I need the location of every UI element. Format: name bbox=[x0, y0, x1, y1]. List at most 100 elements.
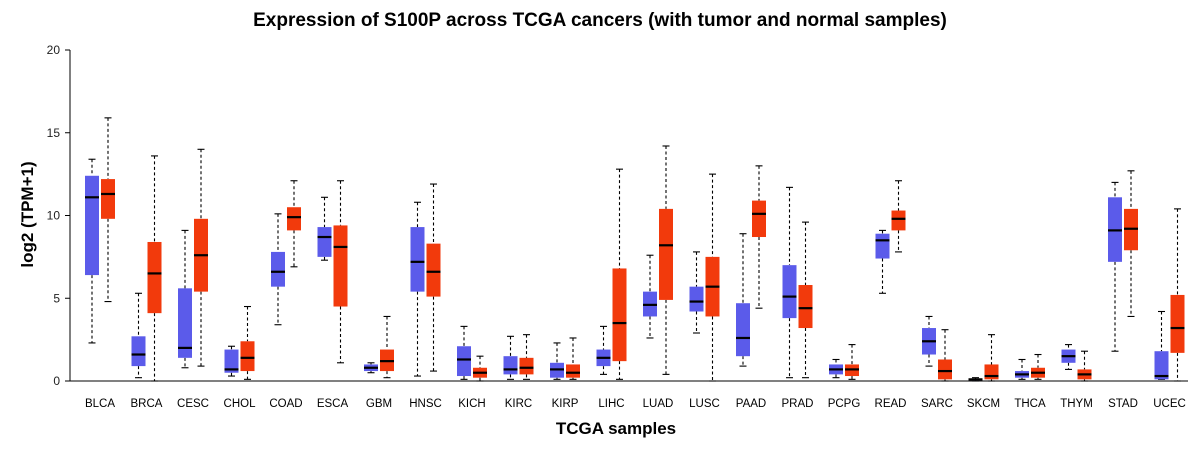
category-label: PCPG bbox=[828, 398, 861, 410]
iqr-box bbox=[1170, 294, 1185, 353]
tumor-box-esca bbox=[333, 180, 348, 364]
iqr-box bbox=[566, 364, 580, 378]
iqr-box bbox=[875, 233, 890, 259]
iqr-box bbox=[938, 359, 952, 380]
normal-box-pcpg bbox=[829, 358, 843, 379]
iqr-box bbox=[891, 210, 906, 231]
tumor-box-hnsc bbox=[426, 183, 441, 372]
category-label: LUSC bbox=[689, 398, 720, 410]
category-label: CHOL bbox=[224, 398, 257, 410]
normal-box-stad bbox=[1108, 181, 1122, 352]
normal-box-brca bbox=[131, 292, 146, 379]
iqr-box bbox=[410, 227, 425, 292]
category-label: CESC bbox=[177, 398, 209, 410]
normal-box-read bbox=[875, 229, 890, 294]
chart-title: Expression of S100P across TCGA cancers … bbox=[253, 10, 947, 31]
iqr-box bbox=[612, 268, 627, 362]
category-label: HNSC bbox=[409, 398, 442, 410]
tumor-box-coad bbox=[287, 180, 301, 268]
tumor-box-luad bbox=[659, 145, 673, 375]
category-label: BLCA bbox=[85, 398, 115, 410]
tumor-box-skcm bbox=[984, 334, 999, 382]
iqr-box bbox=[659, 208, 673, 300]
normal-box-cesc bbox=[178, 229, 192, 369]
iqr-box bbox=[131, 336, 146, 367]
iqr-box bbox=[426, 243, 441, 297]
iqr-box bbox=[287, 207, 301, 231]
category-label: PRAD bbox=[782, 398, 814, 410]
category-label: KIRC bbox=[505, 398, 532, 410]
iqr-box bbox=[1154, 351, 1169, 380]
category-label: PAAD bbox=[736, 398, 766, 410]
tumor-box-thym bbox=[1077, 350, 1092, 382]
category-label: THCA bbox=[1014, 398, 1046, 410]
normal-box-lihc bbox=[596, 325, 611, 375]
category-label: READ bbox=[875, 398, 907, 410]
boxes bbox=[85, 117, 1185, 382]
iqr-box bbox=[317, 227, 332, 257]
normal-box-hnsc bbox=[410, 201, 425, 377]
tumor-box-kirc bbox=[519, 334, 534, 380]
tumor-box-kirp bbox=[566, 337, 580, 380]
normal-box-esca bbox=[317, 196, 332, 261]
category-label: SARC bbox=[921, 398, 953, 410]
iqr-box bbox=[333, 225, 348, 307]
normal-box-prad bbox=[782, 186, 797, 379]
iqr-box bbox=[519, 357, 534, 375]
normal-box-chol bbox=[224, 345, 239, 377]
tumor-box-kich bbox=[473, 355, 487, 382]
iqr-box bbox=[689, 286, 704, 312]
normal-box-coad bbox=[271, 213, 285, 326]
category-label: STAD bbox=[1108, 398, 1138, 410]
tumor-box-thca bbox=[1031, 353, 1045, 380]
normal-box-blca bbox=[85, 158, 99, 344]
category-label: ESCA bbox=[317, 398, 349, 410]
iqr-box bbox=[271, 251, 285, 287]
iqr-box bbox=[85, 175, 99, 276]
normal-box-skcm bbox=[968, 377, 983, 382]
normal-box-gbm bbox=[364, 362, 378, 374]
iqr-box bbox=[457, 346, 471, 377]
y-tick-label: 5 bbox=[53, 291, 60, 305]
category-label: KIRP bbox=[552, 398, 579, 410]
axes: 0 5 10 15 20 bbox=[47, 43, 1188, 388]
normal-box-sarc bbox=[922, 315, 936, 367]
category-label: LUAD bbox=[643, 398, 674, 410]
normal-box-ucec bbox=[1154, 310, 1169, 380]
tumor-box-sarc bbox=[938, 329, 952, 382]
y-tick-label: 15 bbox=[47, 126, 61, 140]
tumor-box-stad bbox=[1124, 170, 1138, 318]
tumor-box-paad bbox=[752, 165, 766, 309]
iqr-box bbox=[240, 341, 255, 372]
category-label: UCEC bbox=[1153, 398, 1186, 410]
tumor-box-lihc bbox=[612, 168, 627, 380]
normal-box-kirc bbox=[503, 335, 518, 380]
tumor-box-read bbox=[891, 180, 906, 253]
category-label: SKCM bbox=[967, 398, 1000, 410]
x-axis-label: TCGA samples bbox=[556, 419, 676, 438]
category-label: BRCA bbox=[131, 398, 163, 410]
y-tick-label: 10 bbox=[47, 209, 61, 223]
tumor-box-chol bbox=[240, 305, 255, 380]
normal-box-thca bbox=[1015, 358, 1029, 380]
normal-box-paad bbox=[736, 233, 750, 367]
iqr-box bbox=[147, 241, 162, 314]
normal-box-kich bbox=[457, 325, 471, 380]
iqr-box bbox=[782, 265, 797, 319]
tumor-box-gbm bbox=[380, 315, 394, 379]
tumor-box-ucec bbox=[1170, 208, 1185, 382]
iqr-box bbox=[101, 179, 115, 219]
tumor-box-cesc bbox=[194, 148, 208, 367]
tumor-box-lusc bbox=[705, 173, 720, 382]
tumor-box-pcpg bbox=[845, 344, 859, 380]
y-tick-label: 0 bbox=[53, 374, 60, 388]
y-axis-label: log2 (TPM+1) bbox=[18, 161, 37, 267]
category-label: COAD bbox=[269, 398, 302, 410]
category-label: THYM bbox=[1060, 398, 1093, 410]
iqr-box bbox=[736, 303, 750, 357]
y-tick-label: 20 bbox=[47, 43, 61, 57]
normal-box-kirp bbox=[550, 342, 564, 380]
iqr-box bbox=[224, 349, 239, 373]
normal-box-thym bbox=[1061, 344, 1076, 370]
